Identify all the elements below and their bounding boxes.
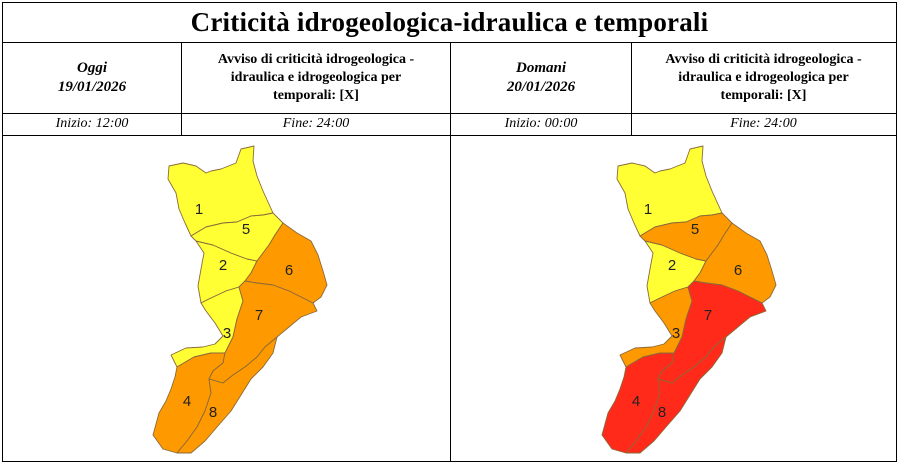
tomorrow-zone-label-7: 7 [704,307,712,324]
tomorrow-label: Domani [515,60,566,76]
today-warning-line-3: temporali: [X] [273,88,359,103]
today-map: 1 2 3 4 5 6 7 8 [152,145,328,454]
today-label: Oggi [77,60,107,76]
today-zone-label-7: 7 [255,307,263,324]
tomorrow-zone-label-6: 6 [734,262,742,279]
divider-days [450,43,451,461]
today-zone-label-3: 3 [223,325,231,342]
today-warning-line-2: idraulica e idrogeologica per [230,70,402,85]
today-start: Inizio: 12:00 [55,116,129,131]
today-zone-label-8: 8 [209,404,217,421]
tomorrow-zone-label-2: 2 [668,257,676,274]
tomorrow-end: Fine: 24:00 [730,116,797,131]
today-zone-label-1: 1 [195,201,203,218]
bulletin-title: Criticità idrogeologica-idraulica e temp… [3,3,896,43]
tomorrow-warning-line-3: temporali: [X] [720,88,807,103]
tomorrow-warning: Avviso di criticità idrogeologica - idra… [631,43,896,113]
divider-tomorrow [631,43,632,135]
divider-header [3,113,896,114]
today-zone-label-6: 6 [285,262,293,279]
today-zone-label-4: 4 [183,393,191,410]
tomorrow-warning-line-2: idraulica e idrogeologica per [678,70,849,85]
today-zone-label-5: 5 [242,221,250,238]
today-warning-line-1: Avviso di criticità idrogeologica - [217,52,415,67]
tomorrow-start: Inizio: 00:00 [504,116,578,131]
today-header: Oggi 19/01/2026 [3,43,181,113]
tomorrow-header: Domani 20/01/2026 [451,43,631,113]
tomorrow-date: 20/01/2026 [506,79,576,95]
divider-today [181,43,182,135]
tomorrow-zone-label-3: 3 [672,325,680,342]
tomorrow-warning-line-1: Avviso di criticità idrogeologica - [665,52,862,67]
tomorrow-zone-label-1: 1 [644,201,652,218]
tomorrow-zone-8 [625,336,727,454]
today-date: 19/01/2026 [57,79,127,95]
tomorrow-map: 1 2 3 4 5 6 7 8 [601,145,777,454]
tomorrow-zone-label-4: 4 [632,393,640,410]
divider-time [3,135,896,136]
today-end: Fine: 24:00 [282,116,350,131]
tomorrow-zone-label-5: 5 [691,221,699,238]
today-zone-1 [167,145,274,237]
tomorrow-zone-1 [616,145,723,237]
today-warning: Avviso di criticità idrogeologica - idra… [181,43,451,113]
today-zone-8 [176,336,278,454]
tomorrow-zone-label-8: 8 [658,404,666,421]
today-zone-label-2: 2 [219,257,227,274]
